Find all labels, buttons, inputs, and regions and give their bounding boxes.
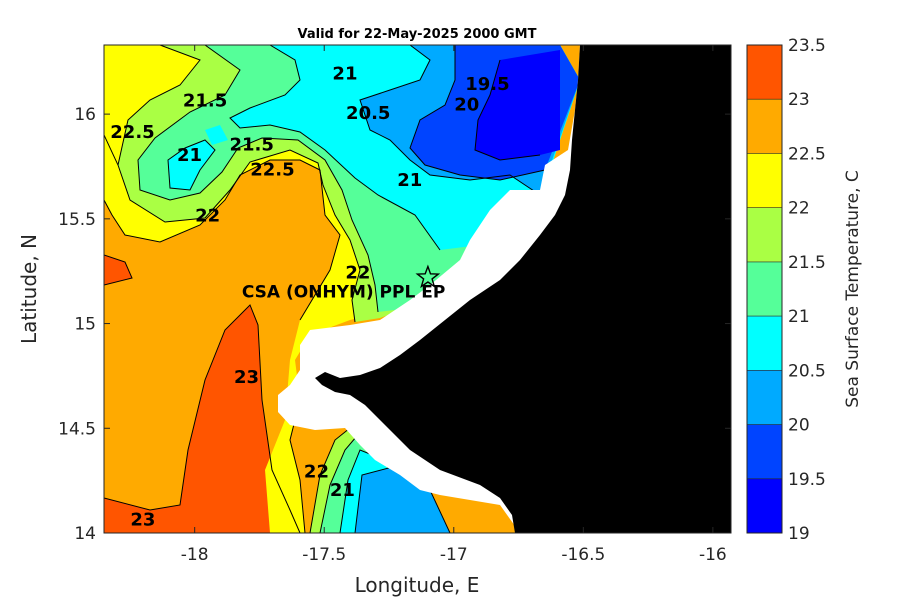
colorbar-tick-label: 21.5 [788, 253, 826, 273]
colorbar-swatch [747, 153, 782, 208]
colorbar-tick-label: 20 [788, 416, 810, 436]
x-tick-label: -16.5 [561, 545, 605, 565]
y-tick-label: 15 [74, 315, 96, 335]
colorbar-swatch [747, 424, 782, 479]
contour-label: 21 [332, 63, 357, 84]
sst-band-20-20_5-south [355, 465, 450, 533]
sst-band-20_5-21-eddy-small [205, 125, 228, 145]
sst-band-23-23_5 [104, 305, 300, 533]
site-name: CSA (ONHYM) PPL EP [242, 282, 445, 302]
y-tick-label: 15.5 [58, 210, 96, 230]
contour-label: 19.5 [465, 74, 509, 95]
sst-map [104, 45, 731, 533]
site-annotation: CSA (ONHYM) PPL EP [242, 264, 445, 302]
contour-21 [229, 45, 441, 251]
contour-label: 20 [454, 95, 479, 116]
contour-22_5 [104, 159, 341, 321]
contour-23 [104, 304, 301, 533]
contour-22 [104, 134, 361, 323]
contour-label: 22 [345, 262, 370, 283]
colorbar-swatch [747, 99, 782, 154]
contour-23-west [104, 254, 133, 286]
contour-label: 23 [234, 367, 259, 388]
contour-label: 22 [195, 206, 220, 227]
x-tick-label: -16 [699, 545, 727, 565]
contour-20_5 [359, 45, 541, 196]
y-axis-label: Latitude, N [17, 234, 41, 344]
sst-band-19-19_5 [475, 50, 560, 160]
contour-label: 21 [177, 145, 202, 166]
colorbar-tick-label: 19.5 [788, 470, 826, 490]
colorbar-tick-label: 22 [788, 199, 810, 219]
sst-band-20_5-21-eddy [168, 140, 215, 190]
colorbar-swatch [747, 478, 782, 533]
x-tick-label: -18 [181, 545, 209, 565]
contour-lines [104, 45, 546, 533]
colorbar-tick-label: 19 [788, 524, 810, 544]
contour-22-north [117, 45, 201, 166]
contour-21_5 [137, 45, 379, 313]
contour-21-eddy [167, 139, 216, 191]
x-axis-label: Longitude, E [355, 573, 480, 597]
contour-label: 22 [304, 461, 329, 482]
x-tick-label: -17.5 [302, 545, 346, 565]
colorbar-swatch [747, 316, 782, 371]
colorbar-tick-label: 20.5 [788, 361, 826, 381]
colorbar-tick-label: 22.5 [788, 144, 826, 164]
site-star-marker [415, 264, 441, 289]
contour-label: 21 [330, 480, 355, 501]
colorbar-swatch [747, 45, 782, 100]
y-tick-label: 16 [74, 105, 96, 125]
contour-20 [409, 45, 546, 181]
contour-19_5 [474, 59, 541, 161]
contour-label: 23 [130, 509, 155, 530]
land-mass [315, 45, 731, 533]
contour-label: 20.5 [346, 103, 390, 124]
x-tick-label: -17 [440, 545, 468, 565]
colorbar-swatch [747, 261, 782, 317]
colorbar-label: Sea Surface Temperature, C [843, 170, 863, 408]
contour-label: 21.5 [229, 135, 273, 156]
contour-21-south [319, 429, 363, 533]
contour-label: 22.5 [250, 160, 294, 181]
y-tick-label: 14 [74, 524, 96, 544]
colorbar-tick-label: 23 [788, 90, 810, 110]
colorbar-swatch [747, 207, 782, 262]
y-tick-label: 14.5 [58, 419, 96, 439]
colorbar-tick-label: 23.5 [788, 36, 826, 56]
x-axis-ticks: -18 -17.5 -17 -16.5 -16 [181, 45, 727, 565]
colorbar: 19 19.5 20 20.5 21 21.5 22 22.5 23 23.5 [746, 36, 826, 544]
chart-title: Valid for 22-May-2025 2000 GMT [298, 27, 537, 42]
contour-label: 21.5 [183, 91, 227, 112]
colorbar-swatch [747, 370, 782, 425]
contour-label: 22.5 [110, 122, 154, 143]
plot-frame [103, 44, 732, 534]
colorbar-tick-label: 21 [788, 307, 810, 327]
y-axis-ticks: 14 14.5 15 15.5 16 [58, 105, 731, 544]
contour-label: 21 [397, 170, 422, 191]
